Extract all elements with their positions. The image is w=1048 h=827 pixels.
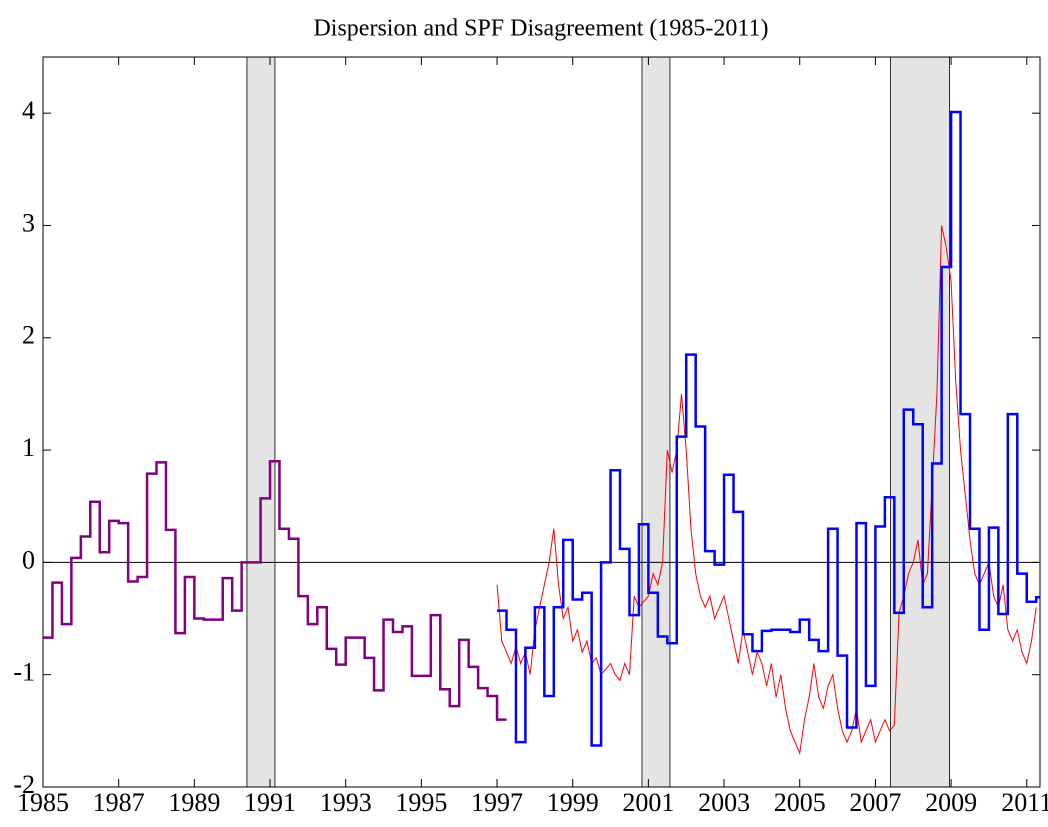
step-line [43,460,507,721]
y-tick-label: -2 [13,770,35,799]
y-tick-label: -1 [13,658,35,687]
y-tick-label: 3 [22,208,35,237]
line [496,225,1037,756]
step-line [497,110,1040,747]
x-tick-label: 2009 [925,788,977,817]
x-tick-label: 1987 [93,788,145,817]
x-tick-label: 1985 [17,788,69,817]
y-tick-label: 4 [22,96,35,125]
y-tick-label: 2 [22,321,35,350]
x-tick-label: 1991 [244,788,296,817]
plot-frame [42,56,1041,788]
x-tick-label: 2003 [698,788,750,817]
plot-area [43,57,1040,787]
x-tick-label: 2005 [774,788,826,817]
recession-band [641,57,671,787]
x-tick-label: 1999 [547,788,599,817]
x-tick-label: 1989 [168,788,220,817]
x-tick-label: 2007 [849,788,901,817]
y-tick-label: 0 [22,545,35,574]
y-tick-label: 1 [22,433,35,462]
x-tick-label: 1995 [395,788,447,817]
recession-band [890,57,950,787]
chart-title: Dispersion and SPF Disagreement (1985-20… [313,16,768,42]
recession-band [246,57,276,787]
x-tick-label: 2001 [622,788,674,817]
x-tick-label: 1997 [471,788,523,817]
x-tick-label: 1993 [320,788,372,817]
x-tick-label: 2011 [1001,788,1048,817]
